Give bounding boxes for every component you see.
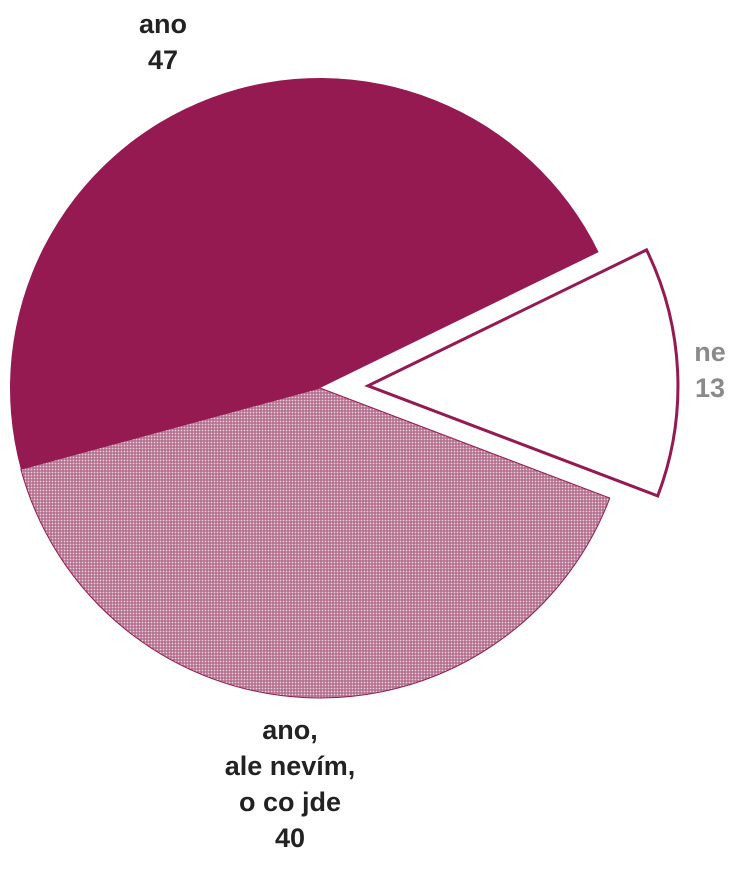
- slice-value-ne: 13: [694, 373, 726, 403]
- slice-label-ne-text: ne: [694, 337, 726, 367]
- pie-slice-ne: [364, 247, 680, 498]
- slice-label-ano-nevim: ano, ale nevím, o co jde 40: [180, 712, 400, 856]
- slice-label-ne: ne 13: [684, 334, 736, 406]
- slice-label-ano-nevim-line-3: o co jde: [238, 787, 341, 817]
- slice-label-ano: ano 47: [118, 6, 208, 78]
- slice-label-ano-nevim-line-2: ale nevím,: [224, 751, 356, 781]
- slice-value-ano: 47: [147, 45, 179, 75]
- pie-slice-ano-ale-nevím-o-co-jde: [20, 387, 611, 699]
- slice-label-ano-nevim-line-1: ano,: [262, 715, 318, 745]
- slice-value-ano-nevim: 40: [274, 823, 306, 853]
- pie-slice-ano: [10, 78, 599, 470]
- slice-label-ano-text: ano: [138, 9, 187, 39]
